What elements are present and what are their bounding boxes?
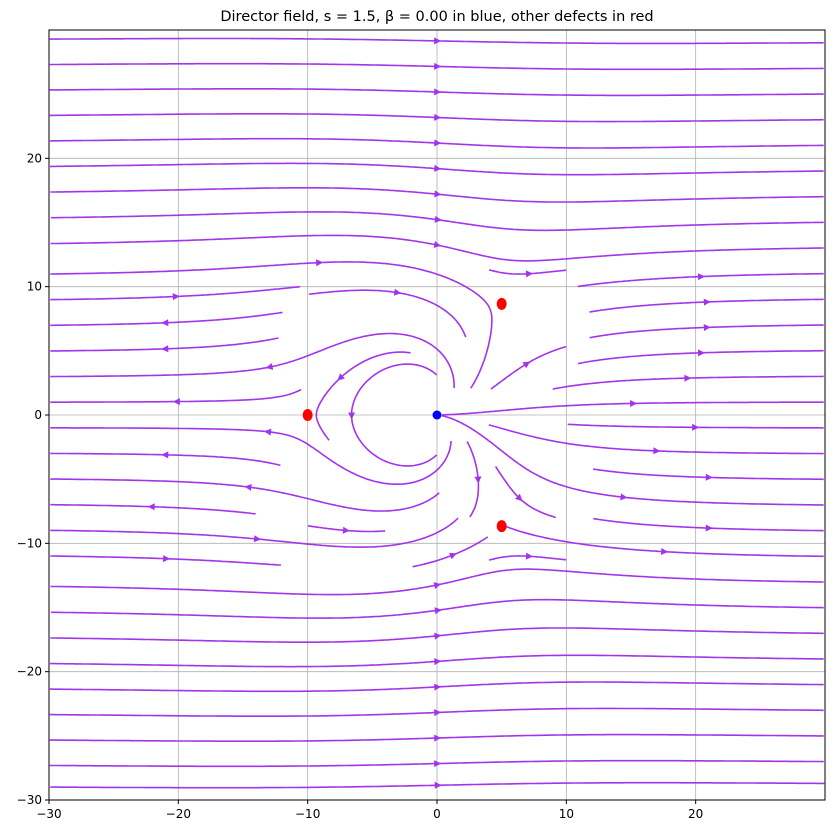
streamline [494, 466, 556, 519]
streamlines [49, 37, 825, 789]
streamline-arrow [172, 398, 180, 406]
streamline [50, 517, 459, 548]
y-tick-label: 0 [34, 408, 42, 422]
streamline-arrow [434, 658, 442, 666]
chart-title: Director field, s = 1.5, β = 0.00 in blu… [220, 9, 653, 25]
blue-defect-marker [432, 410, 442, 420]
streamline-arrow [684, 374, 692, 382]
streamline-arrow [434, 62, 442, 70]
streamline-arrow [630, 400, 638, 407]
streamline-arrow [434, 607, 442, 615]
streamline-arrow [434, 632, 442, 640]
red-defect-marker [302, 409, 313, 421]
streamline-arrow [393, 288, 402, 296]
streamline-arrow [692, 423, 700, 431]
defects [302, 297, 507, 533]
streamline-arrow [515, 493, 523, 502]
y-tick-label: −10 [17, 536, 42, 550]
x-tick-label: 20 [688, 807, 703, 821]
streamline-arrow [449, 552, 457, 560]
streamline-arrow [697, 273, 705, 281]
streamline-arrow [434, 781, 442, 789]
x-tick-label: 10 [559, 807, 574, 821]
y-tick-label: 10 [27, 280, 42, 294]
streamline-arrow [434, 88, 442, 96]
x-tick-label: −20 [166, 807, 191, 821]
streamline-arrow [161, 319, 169, 327]
streamline-arrow [620, 493, 628, 501]
streamline-arrow [244, 484, 252, 491]
streamline-arrow [525, 552, 533, 560]
streamline-arrow [316, 259, 324, 267]
y-tick-label: −20 [17, 665, 42, 679]
streamline-arrow [161, 345, 169, 353]
streamline-arrow [253, 535, 262, 543]
x-axis-ticks: −30 −20 −10 0 10 20 [36, 800, 703, 821]
streamline-arrow [522, 361, 531, 369]
x-tick-label: −10 [295, 807, 320, 821]
streamline-arrow [434, 113, 442, 121]
streamline-arrow [434, 164, 442, 172]
y-tick-label: −30 [17, 793, 42, 807]
streamline-arrow [434, 734, 442, 742]
streamline-arrow [474, 476, 482, 484]
streamline-arrow [703, 324, 711, 331]
streamline-arrow [163, 555, 171, 563]
streamline [490, 345, 567, 390]
streamline-arrow [705, 473, 713, 481]
streamline-arrow [661, 548, 669, 555]
y-tick-label: 20 [27, 151, 42, 165]
streamline-arrow [433, 241, 442, 248]
streamline-arrow [434, 139, 442, 147]
streamline-arrow [434, 37, 442, 45]
streamline-arrow [434, 190, 442, 198]
streamline-arrow [172, 293, 180, 301]
streamline-arrow [434, 709, 442, 717]
streamline [441, 414, 824, 506]
streamline-arrow [434, 683, 442, 691]
red-defect-marker [496, 297, 507, 310]
streamline-arrow [705, 524, 713, 532]
streamline-arrow [653, 447, 661, 455]
streamline-arrow [265, 363, 274, 370]
streamline-arrow [348, 412, 356, 420]
streamline [50, 427, 452, 485]
x-tick-label: 0 [433, 807, 441, 821]
streamline-arrow [337, 373, 345, 381]
streamline-arrow [434, 760, 442, 768]
y-axis-ticks: −30 −20 −10 0 10 20 [17, 151, 49, 807]
streamline-arrow [703, 298, 711, 306]
x-tick-label: −30 [36, 807, 61, 821]
streamline-arrow [697, 349, 705, 357]
streamline-arrow [433, 582, 442, 589]
streamline-arrow [264, 428, 272, 436]
streamline-arrow [525, 270, 533, 278]
streamline [308, 289, 467, 338]
streamline-arrow [342, 526, 350, 534]
streamline [412, 536, 489, 568]
streamline-arrow [161, 451, 169, 459]
grid-lines [48, 30, 825, 801]
streamline-arrow [147, 503, 155, 511]
red-defect-marker [496, 520, 507, 533]
streamline-arrow [434, 215, 442, 223]
